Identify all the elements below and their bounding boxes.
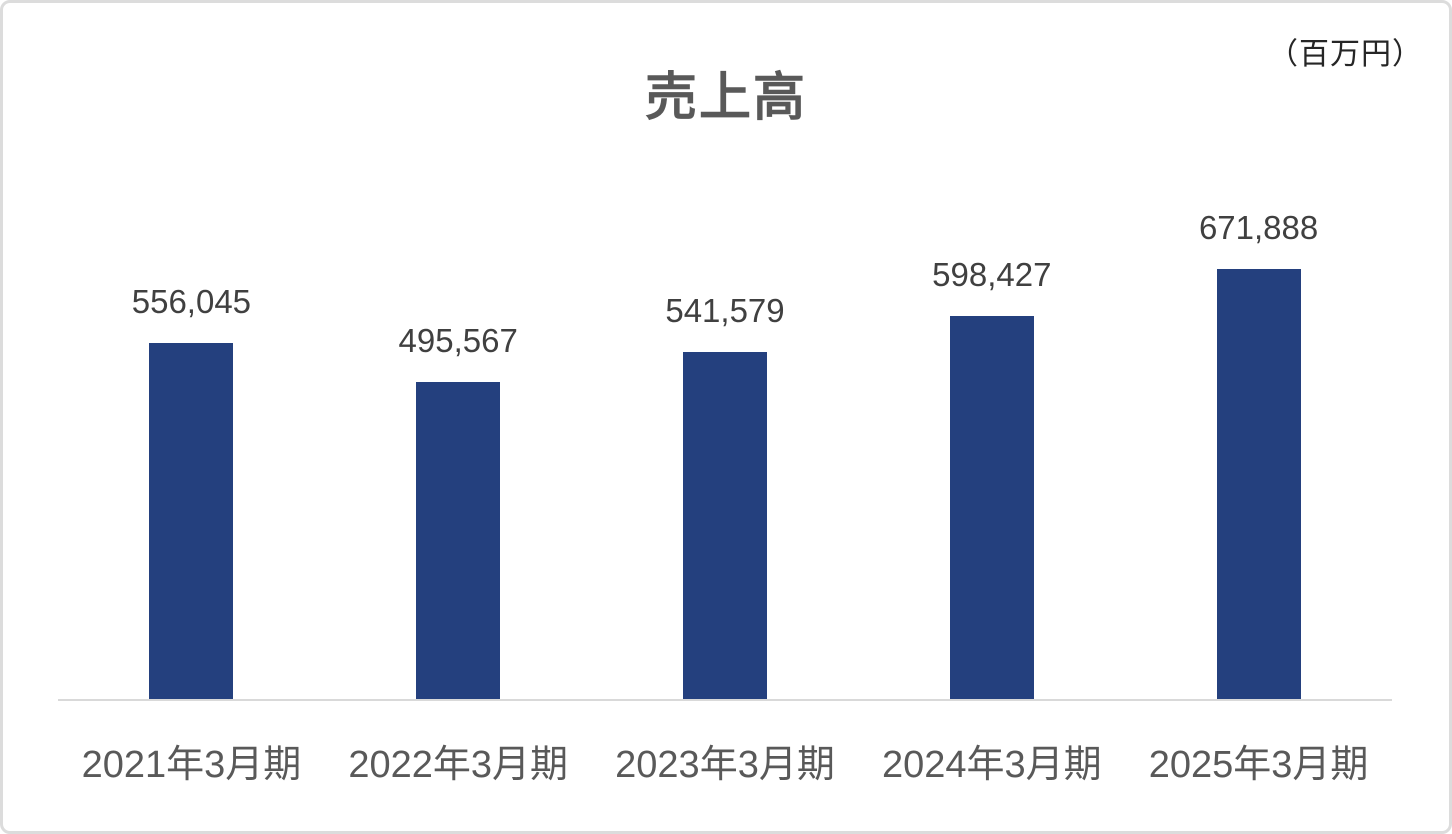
- x-axis-labels: 2021年3月期 2022年3月期 2023年3月期 2024年3月期 2025…: [58, 733, 1392, 788]
- bar-2021: [149, 343, 234, 699]
- unit-label: （百万円）: [1268, 38, 1423, 71]
- bar-group: 495,567: [325, 322, 592, 699]
- x-axis-label: 2023年3月期: [615, 744, 835, 786]
- bar-group: 671,888: [1125, 209, 1392, 699]
- bar-2022: [416, 382, 501, 699]
- x-axis-label: 2021年3月期: [81, 744, 302, 786]
- bar-2024: [949, 316, 1034, 699]
- bar-value-label: 598,427: [932, 256, 1052, 293]
- x-axis-label: 2025年3月期: [1148, 744, 1369, 786]
- bar-value-label: 495,567: [398, 322, 518, 359]
- bar-group: 541,579: [592, 292, 859, 699]
- bar-value-label: 671,888: [1198, 209, 1319, 246]
- plot-area: 556,045 495,567 541,579 598,427 671,888: [58, 3, 1392, 701]
- bar-value-label: 541,579: [665, 292, 785, 329]
- bar-group: 598,427: [858, 256, 1125, 699]
- chart-title: 売上高: [644, 69, 807, 127]
- bar-value-label: 556,045: [131, 283, 252, 320]
- bar-2023: [682, 352, 767, 699]
- x-axis-label: 2022年3月期: [348, 744, 569, 786]
- bar-group: 556,045: [58, 283, 325, 699]
- x-axis-label: 2024年3月期: [881, 744, 1102, 786]
- bar-2025: [1216, 269, 1301, 699]
